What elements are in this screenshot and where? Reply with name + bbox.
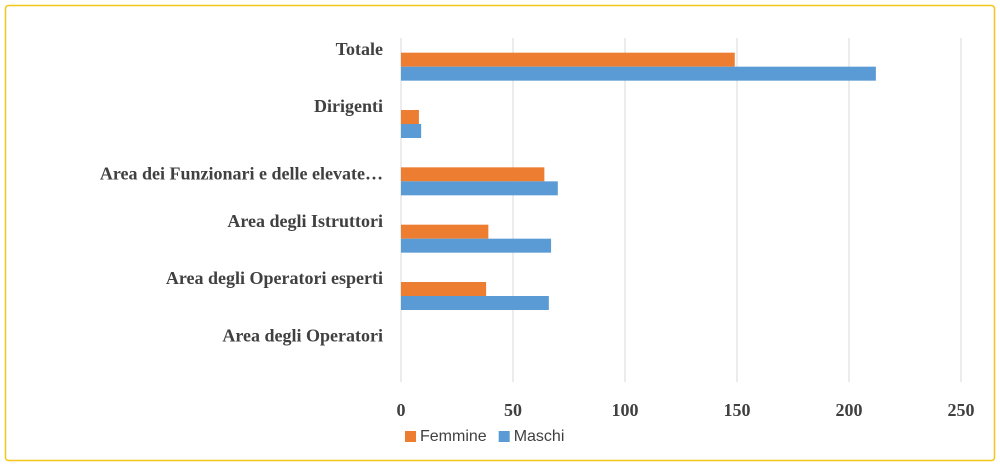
y-tick-label: Dirigenti [314,96,383,116]
y-tick-label: Area degli Operatori [222,325,383,345]
y-tick-label: Area degli Istruttori [227,211,383,231]
bar [401,282,487,296]
bar [401,52,735,67]
x-tick-label: 100 [612,400,639,420]
legend-swatch [498,431,510,442]
bar [401,124,422,138]
legend-label: Femmine [420,428,487,445]
y-tick-label: Area degli Operatori esperti [166,268,383,288]
bar [401,181,558,196]
bar [401,167,545,182]
bar [401,238,552,253]
x-tick-label: 50 [504,400,522,420]
x-tick-label: 0 [397,400,406,420]
x-tick-label: 150 [724,400,751,420]
legend-label: Maschi [514,428,565,445]
y-tick-label: Area dei Funzionari e delle elevate… [100,163,383,183]
bar [401,110,419,124]
x-tick-label: 250 [948,400,975,420]
y-tick-label: Totale [336,39,383,59]
legend-swatch [405,431,416,442]
x-tick-label: 200 [836,400,863,420]
bar [401,66,876,81]
chart-border [4,4,996,462]
bar [401,296,549,310]
bar [401,224,489,239]
